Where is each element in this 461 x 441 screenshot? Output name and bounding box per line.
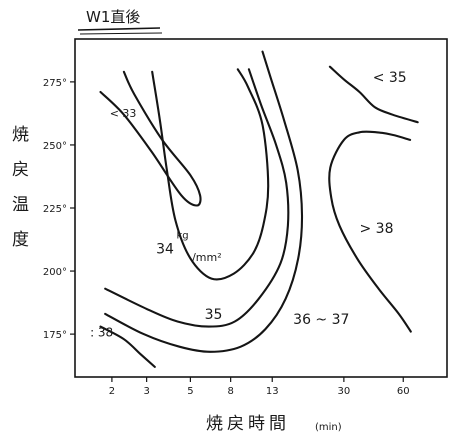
contour-line	[328, 65, 419, 124]
contour-label: : 38	[90, 326, 113, 340]
y-axis-label-char: 温	[12, 195, 29, 215]
contour-label: < 35	[373, 70, 407, 86]
x-axis-unit: (min)	[315, 422, 342, 433]
x-tick-label: 8	[227, 386, 233, 397]
contour-lines	[99, 50, 419, 368]
y-tick-label: 175°	[43, 330, 67, 341]
contour-label: /mm²	[192, 251, 222, 264]
y-tick-label: 250°	[43, 141, 67, 152]
y-tick-label: 225°	[43, 204, 67, 215]
y-tick-label: 200°	[43, 267, 67, 278]
contour-label: < 33	[110, 107, 137, 120]
y-tick-label: 275°	[43, 78, 67, 89]
contour-line	[151, 68, 270, 281]
contour-line	[328, 130, 412, 333]
contour-line	[99, 70, 202, 207]
contour-label: kg	[176, 230, 188, 241]
y-axis-label-char: 焼	[12, 125, 29, 145]
y-axis-ticks: 175° 200° 225° 250° 275°	[43, 78, 75, 341]
x-axis-label: 焼戻時間	[206, 414, 290, 434]
title-underline	[77, 27, 161, 31]
x-tick-label: 5	[187, 386, 193, 397]
contour-label: > 38	[359, 221, 393, 237]
contour-label: 34	[156, 241, 174, 257]
contour-line	[104, 68, 290, 328]
x-tick-label: 60	[397, 386, 410, 397]
contour-label: 36 ~ 37	[293, 312, 349, 328]
y-axis-label-char: 度	[12, 230, 29, 250]
contour-line	[99, 325, 156, 368]
title-underline-2	[79, 32, 163, 35]
x-tick-label: 30	[338, 386, 351, 397]
x-tick-label: 13	[266, 386, 279, 397]
x-tick-label: 3	[143, 386, 149, 397]
x-axis-ticks: 2 3 5 8 13 30 60	[109, 377, 410, 397]
y-axis-label-char: 戻	[12, 160, 29, 180]
contour-line	[104, 50, 304, 353]
chart-title: W1直後	[86, 8, 140, 26]
x-tick-label: 2	[109, 386, 115, 397]
contour-label: 35	[205, 307, 223, 323]
